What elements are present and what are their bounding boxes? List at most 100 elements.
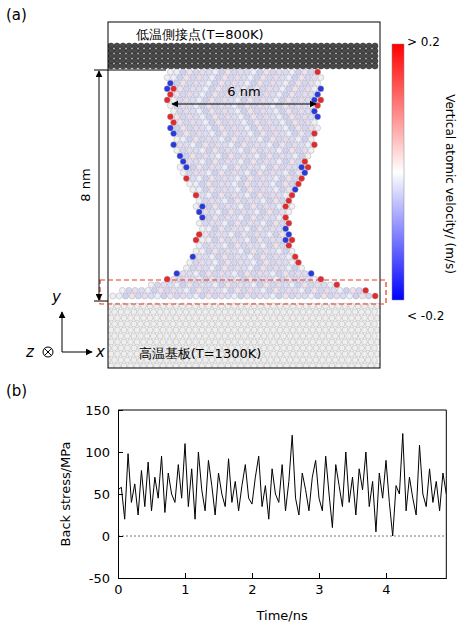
atom (286, 153, 292, 159)
tick: 1 (181, 573, 189, 597)
atom (349, 363, 355, 368)
atom (311, 97, 317, 103)
atom (183, 287, 189, 293)
atom (196, 209, 202, 215)
atom (289, 80, 295, 86)
atom (359, 345, 365, 351)
atom (128, 327, 134, 333)
atom (231, 259, 237, 265)
atom (307, 309, 313, 315)
tick-mark (118, 410, 123, 411)
atom (273, 142, 279, 148)
panel-a: (a)低温側接点(T=800K)高温基板(T=1300K)8 nm6 nmyxz… (6, 6, 457, 369)
atom (303, 339, 309, 345)
atom (235, 333, 241, 339)
atom (260, 153, 266, 159)
atom (289, 282, 295, 288)
atom (313, 321, 319, 327)
atom (206, 192, 212, 198)
atom (299, 276, 305, 282)
atom (286, 175, 292, 181)
atom (121, 351, 127, 357)
atom (311, 131, 317, 137)
atom (295, 147, 301, 153)
atom (260, 265, 266, 271)
atom (225, 114, 231, 120)
atom (177, 97, 183, 103)
atom (141, 327, 147, 333)
atom (231, 114, 237, 120)
atom (276, 114, 282, 120)
atom (193, 203, 199, 209)
colorbar-label: < -0.2 (407, 309, 444, 323)
tick-label: 1 (181, 582, 189, 597)
atom (199, 192, 205, 198)
atom (289, 192, 295, 198)
atom (286, 119, 292, 125)
atom (292, 119, 298, 125)
atom (241, 131, 247, 137)
atom (228, 243, 234, 249)
atom (289, 181, 295, 187)
atom (193, 327, 199, 333)
atom (118, 357, 124, 363)
atom (108, 351, 114, 357)
atom (302, 282, 308, 288)
atom (115, 351, 121, 357)
atom (326, 345, 332, 351)
axis-title: Time/ns (256, 608, 308, 623)
atom (294, 345, 300, 351)
atom (247, 276, 253, 282)
atom (215, 287, 221, 293)
atom (273, 175, 279, 181)
atom (257, 237, 263, 243)
atom (294, 321, 300, 327)
atom (276, 271, 282, 277)
atom (329, 315, 335, 321)
atom (267, 287, 273, 293)
atom (196, 187, 202, 193)
atom (215, 243, 221, 249)
atom (313, 345, 319, 351)
atom (295, 91, 301, 97)
atom (212, 237, 218, 243)
atom (118, 333, 124, 339)
atom (235, 75, 241, 81)
atom (245, 327, 251, 333)
atom (254, 243, 260, 249)
atom (164, 276, 170, 282)
atom (206, 271, 212, 277)
atom (183, 276, 189, 282)
atom (273, 276, 279, 282)
atom (190, 131, 196, 137)
atom (315, 114, 321, 120)
atom (308, 271, 314, 277)
atom (193, 69, 199, 75)
atom (225, 136, 231, 142)
atom (138, 63, 144, 69)
tick-mark (118, 452, 123, 453)
atom (215, 86, 221, 92)
panel-b: (b)01234-50050100150Time/nsBack stress/M… (6, 382, 447, 623)
atom (187, 282, 193, 288)
atom (190, 265, 196, 271)
atom (264, 363, 270, 368)
atom (174, 63, 180, 69)
atom (231, 203, 237, 209)
atom (310, 339, 316, 345)
atom (300, 345, 306, 351)
atom (286, 220, 292, 226)
atom (276, 170, 282, 176)
atom (286, 276, 292, 282)
atom (241, 243, 247, 249)
atom (375, 339, 381, 345)
atom (219, 91, 225, 97)
atom (180, 91, 186, 97)
atom (125, 321, 131, 327)
atom (267, 265, 273, 271)
atom (215, 131, 221, 137)
atom (241, 231, 247, 237)
atom (196, 333, 202, 339)
atom (257, 259, 263, 265)
atom (196, 243, 202, 249)
